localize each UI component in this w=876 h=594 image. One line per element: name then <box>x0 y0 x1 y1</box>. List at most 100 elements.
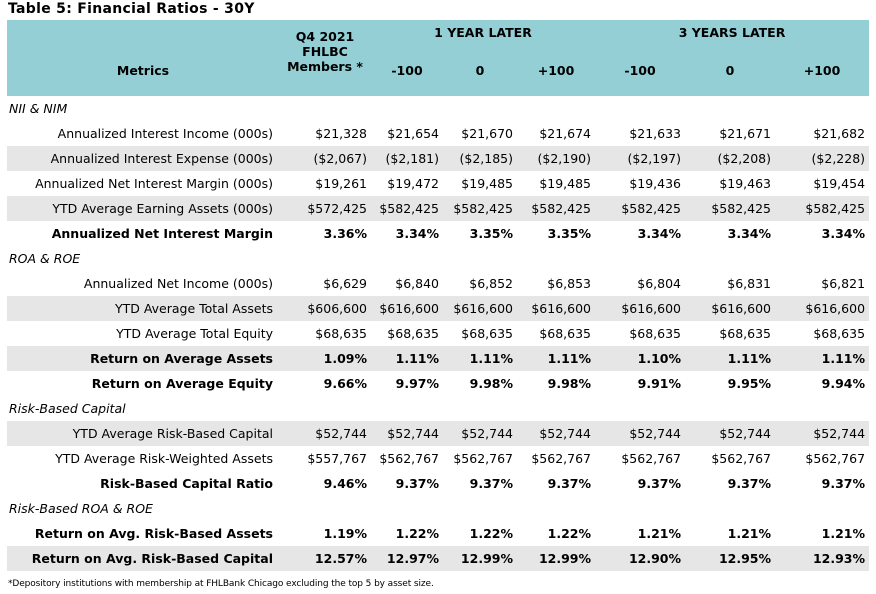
table-cell: $616,600 <box>775 296 870 321</box>
table-cell: 12.97% <box>371 546 443 571</box>
table-cell: 1.22% <box>547 526 592 541</box>
row-label: Risk-Based Capital Ratio <box>100 476 273 491</box>
table-row: YTD Average Total Assets $606,600 $616,600… <box>7 296 870 321</box>
header-blank <box>7 20 279 44</box>
table-cell: ($2,185) <box>443 146 517 171</box>
table-cell: 3.34% <box>821 226 866 241</box>
table-cell: $52,744 <box>685 421 776 446</box>
table-cell: $52,744 <box>595 421 686 446</box>
footnote: *Depository institutions with membership… <box>8 579 434 589</box>
table-cell: $68,635 <box>629 326 682 341</box>
table-cell: 9.97% <box>395 376 439 391</box>
table-cell: $19,436 <box>629 176 682 191</box>
table-cell: $19,261 <box>315 176 367 191</box>
table-cell: 9.95% <box>727 376 772 391</box>
table-cell: 12.57% <box>279 546 371 571</box>
table-cell: $68,635 <box>539 326 592 341</box>
table-cell: 1.21% <box>821 526 866 541</box>
table-cell: $68,635 <box>719 326 772 341</box>
table-cell: $562,767 <box>711 451 772 466</box>
section-row: NII & NIM <box>7 96 869 121</box>
section-row: Risk-Based ROA & ROE <box>7 496 869 521</box>
table-cell: 9.98% <box>547 376 592 391</box>
header-q4-2021: Q4 2021 <box>279 20 371 44</box>
table-cell: 1.11% <box>685 346 776 371</box>
table-cell: 1.22% <box>469 526 513 541</box>
header-shock: -100 <box>371 44 443 96</box>
table-cell: 1.11% <box>775 346 870 371</box>
section-heading: Risk-Based Capital <box>9 401 126 416</box>
table-row: Annualized Interest Expense (000s) ($2,06… <box>7 146 870 171</box>
table-cell: $616,600 <box>595 296 686 321</box>
table-cell: $6,821 <box>821 276 866 291</box>
table-row: Annualized Net Interest Margin 3.36% 3.34%… <box>7 221 869 246</box>
table-cell: $606,600 <box>279 296 371 321</box>
table-cell: ($2,067) <box>279 146 371 171</box>
table-cell: $68,635 <box>315 326 367 341</box>
table-cell: $582,425 <box>775 196 870 221</box>
row-label: YTD Average Risk-Weighted Assets <box>55 451 273 466</box>
row-label: YTD Average Risk-Based Capital <box>7 421 279 446</box>
section-heading: NII & NIM <box>9 101 68 116</box>
row-label: Annualized Net Income (000s) <box>83 276 273 291</box>
table-cell: $562,767 <box>621 451 682 466</box>
table-cell: $562,767 <box>453 451 513 466</box>
table-cell: $19,485 <box>539 176 592 191</box>
table-row: YTD Average Risk-Based Capital $52,744 $52… <box>7 421 870 446</box>
table-cell: 3.35% <box>547 226 592 241</box>
table-cell: 3.34% <box>395 226 439 241</box>
table-cell: $68,635 <box>387 326 439 341</box>
table-cell: 12.93% <box>775 546 870 571</box>
table-cell: 1.11% <box>517 346 596 371</box>
section-row: Risk-Based Capital <box>7 396 869 421</box>
table-cell: 9.37% <box>469 476 513 491</box>
table-cell: $21,328 <box>315 126 367 141</box>
table-cell: 9.94% <box>821 376 866 391</box>
table-cell: $582,425 <box>517 196 596 221</box>
table-cell: $19,472 <box>387 176 439 191</box>
table-cell: 3.34% <box>727 226 772 241</box>
table-cell: 9.46% <box>323 476 367 491</box>
table-cell: 12.99% <box>517 546 596 571</box>
header-fhlbc-members: FHLBC Members * <box>279 44 371 96</box>
table-cell: 3.34% <box>637 226 682 241</box>
table-row: Return on Avg. Risk-Based Capital 12.57% 1… <box>7 546 870 571</box>
table-cell: 9.91% <box>637 376 682 391</box>
table-cell: $19,485 <box>461 176 513 191</box>
row-label: Annualized Net Interest Margin <box>51 226 273 241</box>
header-1-year-later: 1 YEAR LATER <box>371 20 596 44</box>
table-cell: 1.09% <box>279 346 371 371</box>
table-cell: 9.37% <box>547 476 592 491</box>
row-label: Return on Average Assets <box>7 346 279 371</box>
table-cell: $21,654 <box>387 126 439 141</box>
table-cell: 1.11% <box>443 346 517 371</box>
table-cell: $582,425 <box>443 196 517 221</box>
table-cell: $21,670 <box>461 126 513 141</box>
table-cell: $21,671 <box>719 126 772 141</box>
table-cell: $19,463 <box>719 176 772 191</box>
table-cell: $6,852 <box>469 276 513 291</box>
table-cell: 1.21% <box>727 526 772 541</box>
row-label: Return on Avg. Risk-Based Capital <box>7 546 279 571</box>
table-cell: $582,425 <box>595 196 686 221</box>
table-cell: $6,629 <box>323 276 367 291</box>
table-cell: $52,744 <box>279 421 371 446</box>
header-shock: 0 <box>443 44 517 96</box>
table-cell: ($2,197) <box>595 146 686 171</box>
table-cell: 9.66% <box>323 376 367 391</box>
table-row: YTD Average Risk-Weighted Assets $557,767… <box>7 446 869 471</box>
table-cell: 1.11% <box>371 346 443 371</box>
table-cell: 9.37% <box>727 476 772 491</box>
table-cell: ($2,228) <box>775 146 870 171</box>
table-cell: 3.36% <box>323 226 367 241</box>
table-cell: $616,600 <box>443 296 517 321</box>
table-cell: 9.37% <box>637 476 682 491</box>
table-cell: ($2,181) <box>371 146 443 171</box>
header-3-years-later: 3 YEARS LATER <box>595 20 870 44</box>
table-cell: ($2,190) <box>517 146 596 171</box>
table-cell: ($2,208) <box>685 146 776 171</box>
table-cell: 1.22% <box>395 526 439 541</box>
table-cell: $52,744 <box>371 421 443 446</box>
table-cell: 12.99% <box>443 546 517 571</box>
table-row: Annualized Net Interest Margin (000s) $19… <box>7 171 869 196</box>
